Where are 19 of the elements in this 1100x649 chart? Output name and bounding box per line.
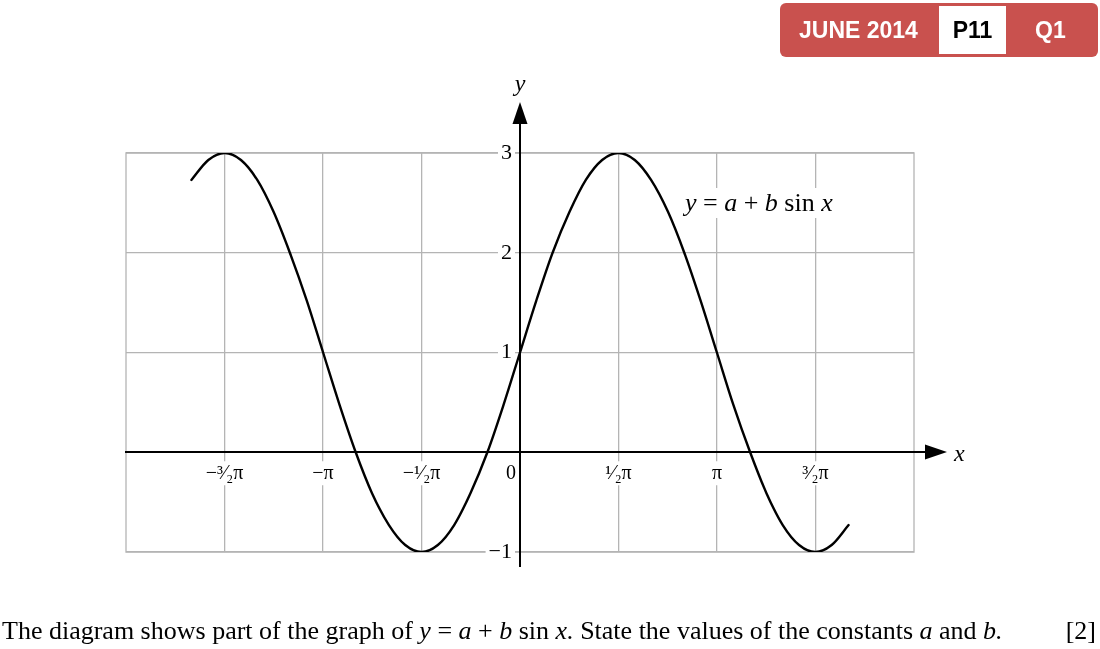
text: The diagram shows part of the graph of y = a + b sin x. State the values of the constants a and b. bbox=[2, 616, 1003, 645]
x-tick-label: −¹⁄₂π bbox=[402, 460, 441, 483]
y-tick-label: −1 bbox=[488, 537, 512, 563]
y-tick-label: 1 bbox=[501, 338, 512, 364]
series-label: y = a + b sin x bbox=[681, 187, 836, 218]
text: Q1 bbox=[1035, 16, 1066, 45]
x-axis-title: x bbox=[953, 439, 965, 466]
x-tick-label: 0 bbox=[506, 460, 516, 483]
text: [2] bbox=[1065, 616, 1096, 646]
y-axis-title: y bbox=[512, 70, 526, 97]
x-tick-label: −³⁄₂π bbox=[205, 460, 244, 483]
text: P11 bbox=[939, 6, 1006, 54]
y-tick-label: 2 bbox=[501, 238, 512, 264]
x-tick-label: ¹⁄₂π bbox=[605, 460, 632, 483]
x-tick-label: ³⁄₂π bbox=[802, 460, 829, 483]
y-tick-label: 3 bbox=[501, 138, 512, 164]
x-tick-label: π bbox=[711, 460, 723, 483]
text: JUNE 2014 bbox=[799, 16, 918, 45]
x-tick-label: −π bbox=[312, 460, 334, 483]
